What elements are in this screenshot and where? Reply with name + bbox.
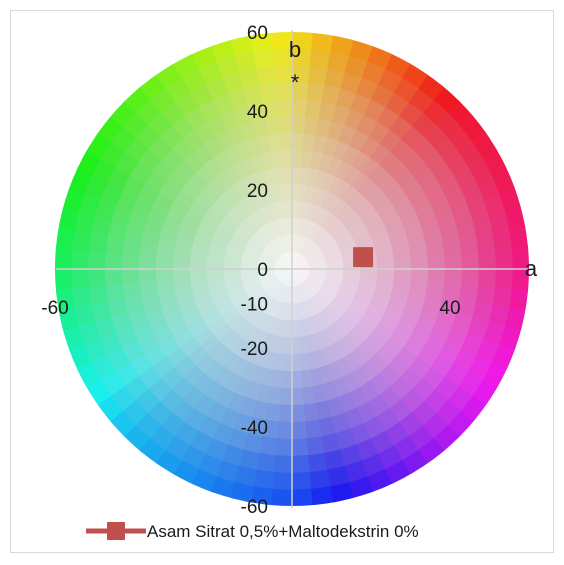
legend-marker	[107, 522, 125, 540]
y-tick-label: 20	[247, 181, 268, 202]
y-tick-label: -20	[241, 339, 268, 360]
y-tick-label: 0	[257, 260, 268, 281]
y-tick-label: -60	[241, 497, 268, 518]
x-tick-label: 40	[439, 298, 460, 319]
x-axis-label: a	[525, 256, 538, 281]
axes	[56, 30, 528, 508]
y-tick-label: -40	[241, 418, 268, 439]
y-axis-label: b	[289, 37, 301, 62]
y-tick-label: -10	[241, 295, 268, 316]
data-points	[353, 247, 374, 268]
legend-label: Asam Sitrat 0,5%+Maltodekstrin 0%	[147, 522, 419, 541]
axis-labels: a b *	[289, 37, 538, 281]
legend: Asam Sitrat 0,5%+Maltodekstrin 0%	[86, 522, 419, 541]
data-point-marker	[353, 247, 374, 268]
y-tick-label: 60	[247, 23, 268, 44]
color-wheel	[55, 32, 529, 506]
tick-labels: 60 40 20 0 -10 -20 -40 -60 -60 40	[41, 23, 460, 518]
y-tick-label: 40	[247, 102, 268, 123]
x-tick-label: -60	[41, 298, 68, 319]
y-axis-label: *	[291, 70, 300, 95]
